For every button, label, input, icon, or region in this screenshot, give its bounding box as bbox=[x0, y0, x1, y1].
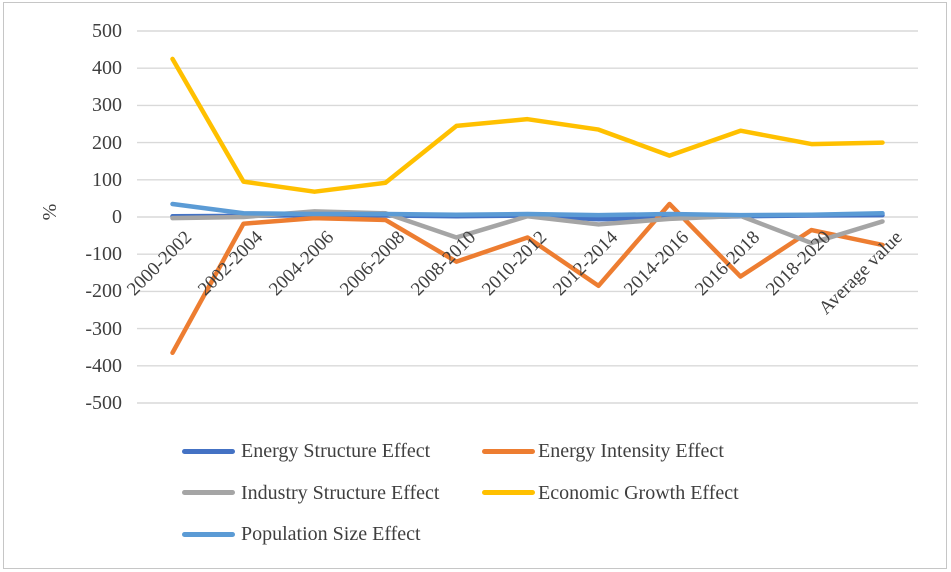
y-tick-label: 400 bbox=[92, 57, 122, 80]
legend-label-population-size-effect: Population Size Effect bbox=[241, 523, 421, 545]
y-tick-label: -200 bbox=[85, 280, 122, 303]
y-tick-label: 200 bbox=[92, 131, 122, 154]
y-tick-label: 100 bbox=[92, 168, 122, 191]
series-line-economic-growth-effect bbox=[170, 56, 885, 194]
legend-swatch-population-size-effect bbox=[182, 531, 235, 537]
legend-label-economic-growth-effect: Economic Growth Effect bbox=[538, 481, 739, 504]
series-line-population-size-effect bbox=[170, 201, 885, 218]
legend-swatch-energy-structure-effect bbox=[182, 448, 235, 454]
legend-label-energy-structure-effect: Energy Structure Effect bbox=[241, 440, 431, 462]
y-tick-label: 500 bbox=[92, 20, 122, 42]
legend-swatch-energy-intensity-effect bbox=[482, 448, 535, 454]
y-tick-label: -300 bbox=[85, 317, 122, 340]
legend-label-energy-intensity-effect: Energy Intensity Effect bbox=[538, 440, 724, 462]
legend-swatch-industry-structure-effect bbox=[182, 490, 235, 495]
y-tick-label: -400 bbox=[85, 354, 122, 377]
y-tick-label: 300 bbox=[92, 94, 122, 117]
y-tick-label: -100 bbox=[85, 243, 122, 266]
legend-swatch-economic-growth-effect bbox=[482, 490, 535, 495]
series-line-energy-intensity-effect bbox=[170, 201, 885, 356]
legend-label-industry-structure-effect: Industry Structure Effect bbox=[241, 481, 440, 504]
y-tick-label: -500 bbox=[85, 392, 122, 414]
y-tick-label: 0 bbox=[112, 206, 122, 228]
